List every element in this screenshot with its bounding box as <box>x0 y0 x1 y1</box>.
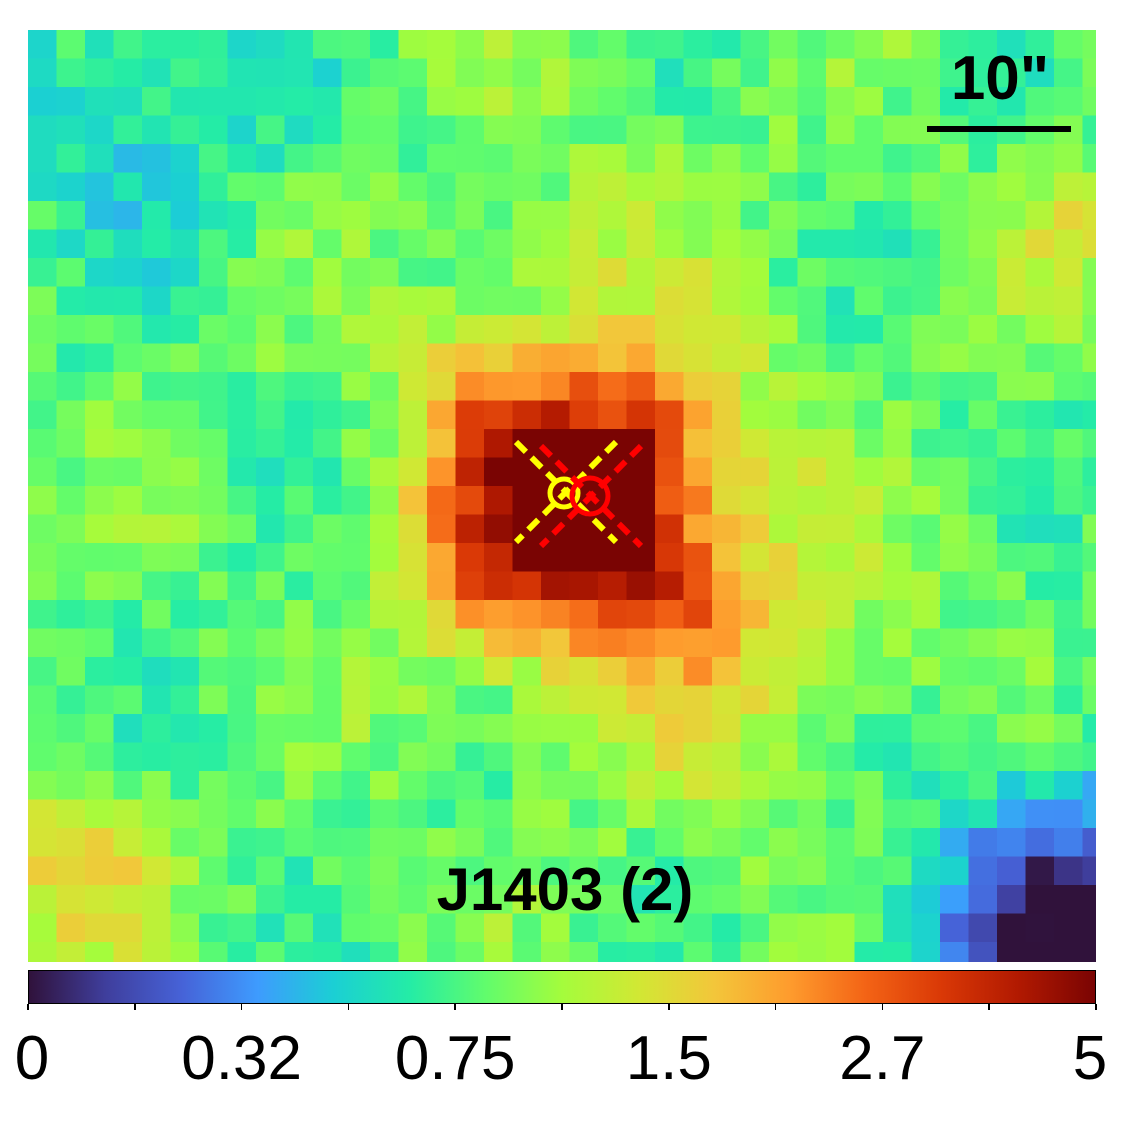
source-markers <box>513 439 644 549</box>
colorbar-tick <box>881 1004 884 1010</box>
colorbar-tick-label: 2.7 <box>839 1024 926 1093</box>
colorbar-tick <box>1095 1004 1097 1010</box>
colorbar-tick <box>240 1004 243 1010</box>
colorbar-tick-label: 5 <box>1072 1024 1108 1093</box>
red-source-marker <box>538 443 644 549</box>
colorbar-tick <box>347 1004 350 1010</box>
colorbar-tick-label: 0 <box>14 1024 50 1093</box>
flux-map <box>28 30 1096 962</box>
colorbar-tick <box>454 1004 456 1010</box>
colorbar-tick <box>774 1004 777 1010</box>
colorbar-tick-label: 1.5 <box>625 1024 712 1093</box>
colorbar-tick <box>561 1004 563 1010</box>
colorbar-tick <box>27 1004 29 1010</box>
scale-bar <box>927 126 1071 132</box>
field-label: J1403 (2) <box>436 856 694 923</box>
colorbar-tick-label: 0.75 <box>394 1024 516 1093</box>
heatmap-image <box>28 30 1096 962</box>
yellow-source-marker <box>513 439 619 545</box>
colorbar-tick <box>668 1004 670 1010</box>
colorbar <box>28 970 1096 1004</box>
colorbar-tick <box>988 1004 990 1010</box>
scale-bar-label: 10" <box>950 44 1050 113</box>
colorbar-tick <box>134 1004 136 1010</box>
colorbar-tick-label: 0.32 <box>181 1024 302 1093</box>
